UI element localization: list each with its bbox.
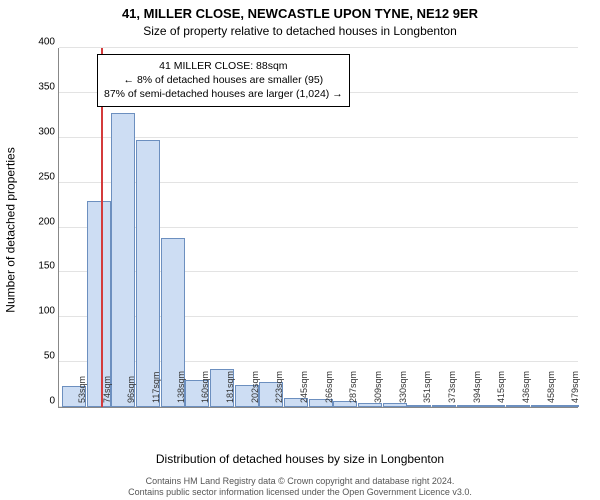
- y-tick-label: 350: [38, 81, 59, 92]
- x-tick-label: 223sqm: [274, 371, 284, 403]
- y-tick-label: 400: [38, 37, 59, 48]
- histogram-bar: [136, 140, 160, 407]
- y-tick-label: 0: [49, 396, 59, 407]
- x-tick-label: 266sqm: [324, 371, 334, 403]
- x-tick-label: 160sqm: [200, 371, 210, 403]
- histogram-bar: [383, 403, 407, 407]
- histogram-bar: [506, 405, 530, 407]
- histogram-bar: [481, 405, 505, 407]
- plot-area: 05010015020025030035040053sqm74sqm96sqm1…: [58, 48, 578, 408]
- x-tick-label: 74sqm: [102, 376, 112, 403]
- histogram-bar: [358, 403, 382, 407]
- x-tick-label: 202sqm: [250, 371, 260, 403]
- x-tick-label: 351sqm: [422, 371, 432, 403]
- gridline: [59, 47, 578, 48]
- x-tick-label: 53sqm: [77, 376, 87, 403]
- y-tick-label: 200: [38, 216, 59, 227]
- histogram-bar: [531, 405, 555, 407]
- x-tick-label: 458sqm: [546, 371, 556, 403]
- histogram-bar: [457, 405, 481, 407]
- histogram-bar: [555, 405, 579, 407]
- footer-line2: Contains public sector information licen…: [128, 487, 472, 497]
- x-tick-label: 96sqm: [126, 376, 136, 403]
- y-tick-label: 300: [38, 126, 59, 137]
- x-tick-label: 309sqm: [373, 371, 383, 403]
- x-tick-label: 245sqm: [299, 371, 309, 403]
- chart-title: 41, MILLER CLOSE, NEWCASTLE UPON TYNE, N…: [0, 6, 600, 21]
- x-tick-label: 287sqm: [348, 371, 358, 403]
- x-tick-label: 181sqm: [225, 371, 235, 403]
- annotation-line3: 87% of semi-detached houses are larger (…: [104, 87, 343, 101]
- annotation-box: 41 MILLER CLOSE: 88sqm← 8% of detached h…: [97, 54, 350, 107]
- x-tick-label: 436sqm: [521, 371, 531, 403]
- y-tick-label: 250: [38, 171, 59, 182]
- x-tick-label: 138sqm: [176, 371, 186, 403]
- x-tick-label: 330sqm: [398, 371, 408, 403]
- histogram-bar: [111, 113, 135, 407]
- x-tick-label: 373sqm: [447, 371, 457, 403]
- chart-subtitle: Size of property relative to detached ho…: [0, 24, 600, 38]
- x-tick-label: 394sqm: [472, 371, 482, 403]
- y-axis-label: Number of detached properties: [4, 147, 18, 312]
- x-tick-label: 415sqm: [496, 371, 506, 403]
- gridline: [59, 137, 578, 138]
- x-tick-label: 479sqm: [570, 371, 580, 403]
- histogram-bar: [432, 405, 456, 407]
- histogram-bar: [407, 405, 431, 407]
- annotation-line2: ← 8% of detached houses are smaller (95): [104, 73, 343, 87]
- y-tick-label: 100: [38, 306, 59, 317]
- chart-footer: Contains HM Land Registry data © Crown c…: [0, 476, 600, 499]
- x-tick-label: 117sqm: [151, 372, 161, 403]
- footer-line1: Contains HM Land Registry data © Crown c…: [146, 476, 455, 486]
- y-axis-label-wrap: Number of detached properties: [2, 0, 20, 460]
- y-tick-label: 150: [38, 261, 59, 272]
- x-axis-label: Distribution of detached houses by size …: [0, 452, 600, 466]
- y-tick-label: 50: [44, 351, 59, 362]
- histogram-chart: 41, MILLER CLOSE, NEWCASTLE UPON TYNE, N…: [0, 0, 600, 500]
- annotation-line1: 41 MILLER CLOSE: 88sqm: [104, 59, 343, 73]
